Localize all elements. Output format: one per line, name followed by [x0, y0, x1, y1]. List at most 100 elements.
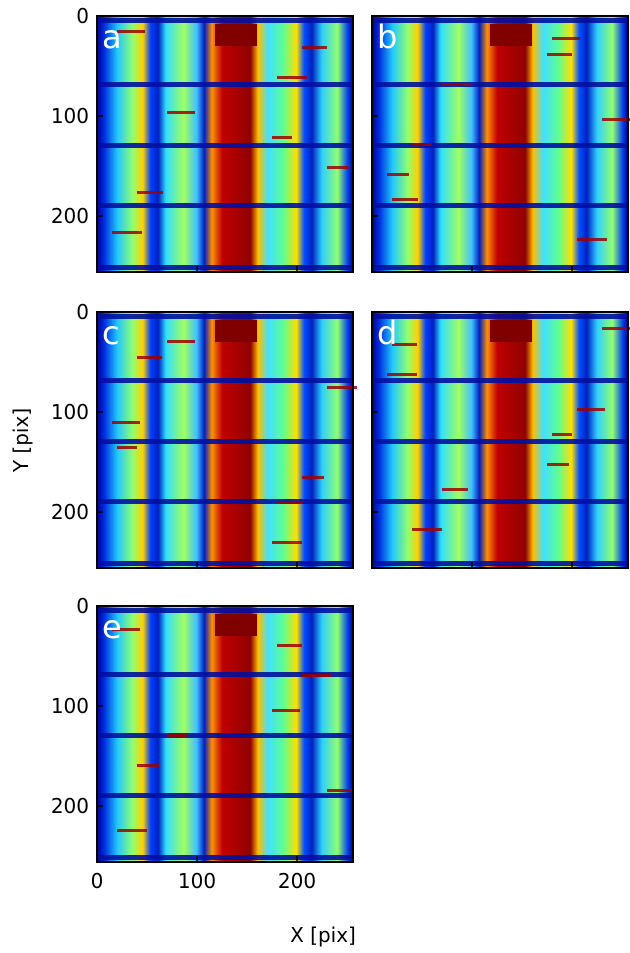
- image-streak: [327, 166, 349, 169]
- image-band: [97, 439, 353, 444]
- panel-label: c: [102, 314, 120, 352]
- image-streak: [272, 709, 300, 712]
- image-band: [97, 499, 353, 504]
- image-streak: [117, 829, 147, 832]
- image-streak: [302, 476, 324, 479]
- image-streak: [577, 238, 607, 241]
- image-streak: [442, 83, 472, 86]
- image-band: [97, 82, 353, 87]
- image-streak: [552, 433, 572, 436]
- image-streak: [137, 356, 162, 359]
- image-streak: [137, 764, 159, 767]
- image-streak: [392, 343, 417, 346]
- y-tick-label: 200: [51, 500, 89, 524]
- image-streak: [327, 386, 357, 389]
- image-streak: [167, 734, 187, 737]
- image-streak: [302, 674, 332, 677]
- y-axis-label: Y [pix]: [9, 408, 33, 473]
- image-streak: [277, 501, 303, 504]
- panel: b: [371, 15, 630, 273]
- frame: [371, 311, 629, 569]
- image-streak: [277, 76, 307, 79]
- image-streak: [547, 463, 569, 466]
- image-band: [97, 733, 353, 738]
- image-band: [97, 608, 353, 613]
- image-streak: [117, 30, 145, 33]
- image-streak: [277, 644, 302, 647]
- y-tick-label: 100: [51, 104, 89, 128]
- image-band: [372, 82, 628, 87]
- y-tick-label: 0: [76, 300, 89, 324]
- panel-label: b: [377, 18, 397, 56]
- y-tick-label: 100: [51, 400, 89, 424]
- image-hotspot: [215, 614, 257, 636]
- image-band: [97, 672, 353, 677]
- image-streak: [272, 541, 302, 544]
- image-band: [97, 561, 353, 566]
- image-band: [372, 378, 628, 383]
- image-streak: [137, 191, 163, 194]
- image-streak: [547, 53, 572, 56]
- image-band: [97, 18, 353, 23]
- image-band: [372, 265, 628, 270]
- panel: d: [371, 311, 630, 569]
- image-band: [97, 143, 353, 148]
- image-hotspot: [215, 320, 257, 342]
- x-tick-label: 100: [178, 869, 216, 893]
- panel-label: a: [102, 18, 122, 56]
- image-streak: [552, 37, 580, 40]
- image-streak: [602, 118, 630, 121]
- panel: 0 100 200 a: [51, 4, 354, 273]
- image-hotspot: [490, 24, 532, 46]
- y-tick-label: 200: [51, 204, 89, 228]
- image-band: [372, 499, 628, 504]
- image-band: [372, 18, 628, 23]
- y-tick-label: 200: [51, 794, 89, 818]
- image-hotspot: [215, 24, 257, 46]
- x-tick-label: 200: [278, 869, 316, 893]
- image-streak: [327, 789, 353, 792]
- image-streak: [167, 340, 195, 343]
- image-band: [97, 265, 353, 270]
- image-band: [372, 314, 628, 319]
- panel-label: d: [377, 314, 397, 352]
- image-streak: [112, 421, 140, 424]
- image-streak: [302, 46, 327, 49]
- image-streak: [112, 231, 142, 234]
- panel-label: e: [102, 608, 122, 646]
- frame: [96, 15, 354, 273]
- image-band: [97, 378, 353, 383]
- image-streak: [412, 528, 442, 531]
- image-streak: [602, 327, 630, 330]
- image-band: [372, 143, 628, 148]
- frame: [96, 311, 354, 569]
- image-band: [97, 855, 353, 860]
- panel: 0 100 200 c: [51, 300, 357, 569]
- image-streak: [412, 143, 432, 146]
- image-band: [97, 203, 353, 208]
- x-axis-label: X [pix]: [290, 923, 356, 947]
- image-streak: [272, 136, 292, 139]
- image-band: [97, 793, 353, 798]
- image-streak: [442, 488, 468, 491]
- image-streak: [387, 373, 417, 376]
- image-streak: [167, 111, 195, 114]
- image-band: [372, 561, 628, 566]
- image-hotspot: [490, 320, 532, 342]
- image-streak: [577, 408, 605, 411]
- image-streak: [117, 446, 137, 449]
- image-streak: [112, 628, 140, 631]
- frame: [371, 15, 629, 273]
- image-streak: [392, 198, 418, 201]
- y-tick-label: 0: [76, 4, 89, 28]
- image-streak: [387, 173, 409, 176]
- x-tick-label: 0: [91, 869, 104, 893]
- y-tick-label: 0: [76, 594, 89, 618]
- image-band: [372, 203, 628, 208]
- y-tick-label: 100: [51, 694, 89, 718]
- image-band: [372, 439, 628, 444]
- frame: [96, 605, 354, 863]
- panel: 0 100 200 0 100 200 e: [51, 594, 354, 893]
- image-band: [97, 314, 353, 319]
